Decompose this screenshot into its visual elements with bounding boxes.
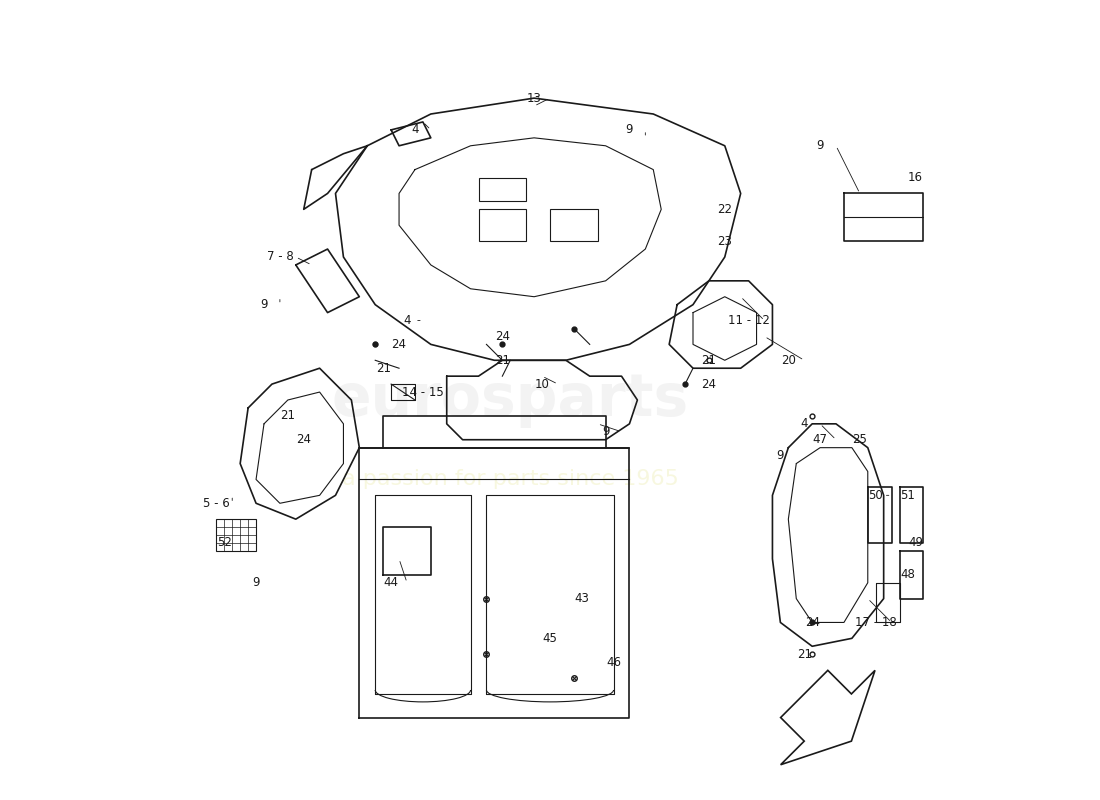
Text: 24: 24 [805, 616, 820, 629]
Text: 20: 20 [781, 354, 795, 366]
Text: 21: 21 [376, 362, 390, 374]
Bar [217, 519, 256, 551]
Text: 43: 43 [574, 592, 590, 605]
Text: 22: 22 [717, 203, 733, 216]
Text: 21: 21 [280, 410, 295, 422]
Text: 4: 4 [411, 123, 419, 136]
Text: 5 - 6: 5 - 6 [204, 497, 230, 510]
Text: 16: 16 [908, 171, 923, 184]
Text: 14 - 15: 14 - 15 [402, 386, 443, 398]
Text: a passion for parts since 1965: a passion for parts since 1965 [342, 470, 679, 490]
Text: 17 - 18: 17 - 18 [855, 616, 896, 629]
Text: 24: 24 [392, 338, 407, 351]
Text: 24: 24 [495, 330, 509, 343]
Text: 9: 9 [252, 576, 260, 590]
Text: 52: 52 [217, 537, 232, 550]
Bar [478, 178, 526, 202]
Text: 47: 47 [813, 434, 827, 446]
Text: 7 - 8: 7 - 8 [266, 250, 294, 263]
Text: 9: 9 [626, 123, 634, 136]
Text: 23: 23 [717, 234, 733, 248]
Text: 9: 9 [816, 139, 824, 152]
Text: 46: 46 [606, 656, 621, 669]
Text: 4: 4 [404, 314, 410, 327]
Text: 13: 13 [527, 92, 541, 105]
Text: 21: 21 [796, 648, 812, 661]
Bar [478, 210, 526, 241]
Text: 45: 45 [542, 632, 558, 645]
Text: 9: 9 [602, 426, 609, 438]
Bar [550, 210, 597, 241]
Text: 4: 4 [801, 418, 808, 430]
Text: 21: 21 [702, 354, 716, 366]
Text: 25: 25 [852, 434, 867, 446]
Text: 9: 9 [777, 449, 784, 462]
Text: 51: 51 [900, 489, 915, 502]
Text: 50: 50 [868, 489, 883, 502]
Text: 9: 9 [261, 298, 267, 311]
Text: 24: 24 [702, 378, 716, 390]
Text: 49: 49 [908, 537, 923, 550]
Text: 11 - 12: 11 - 12 [728, 314, 770, 327]
Text: eurosparts: eurosparts [332, 371, 689, 429]
Text: 44: 44 [384, 576, 398, 590]
Text: 10: 10 [535, 378, 550, 390]
Text: 48: 48 [900, 568, 915, 582]
Text: 21: 21 [495, 354, 509, 366]
Text: 24: 24 [296, 434, 311, 446]
